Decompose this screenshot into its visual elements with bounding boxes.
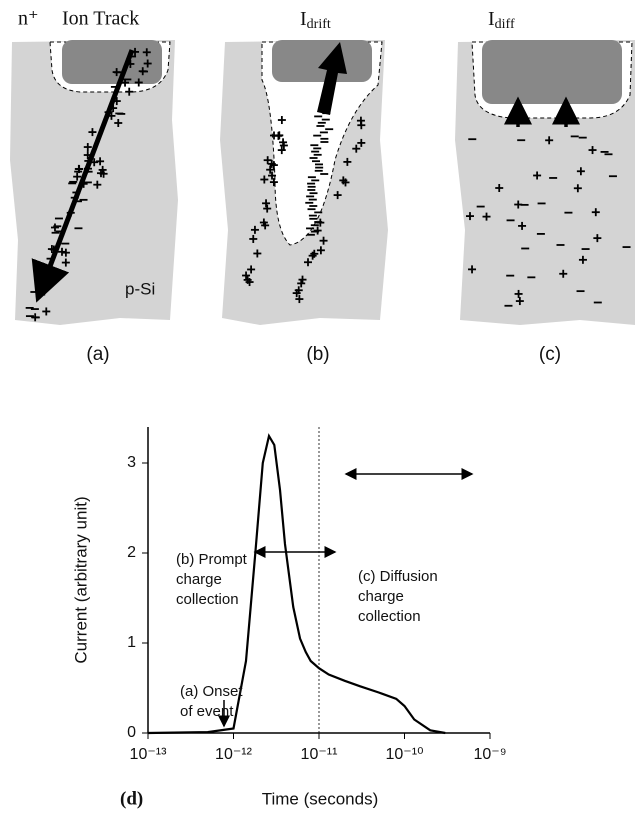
annotation: collection <box>176 591 239 608</box>
drift-arrow <box>317 42 347 115</box>
current-curve <box>147 433 446 735</box>
panel-label: (d) <box>120 788 143 809</box>
caption: (c) <box>539 344 561 365</box>
annotation: of event <box>180 703 234 720</box>
depletion-b <box>261 41 383 246</box>
x-tick-label: 10⁻¹² <box>215 746 253 763</box>
y-axis-title: Current (arbitrary unit) <box>71 496 90 663</box>
n-plus-b <box>272 40 372 82</box>
ion-track-arrow <box>31 49 135 303</box>
n-plus-c <box>482 40 622 104</box>
panel-title: Ion Track <box>62 8 139 30</box>
y-tick-label: 1 <box>127 634 136 651</box>
caption: (b) <box>306 344 329 365</box>
annotation: charge <box>176 571 222 588</box>
silicon-a <box>10 40 178 325</box>
annotation: (a) Onset <box>180 683 243 700</box>
panel-title: Idrift <box>300 8 331 33</box>
caption: (a) <box>86 344 109 365</box>
title-sub: diff <box>495 17 515 32</box>
x-axis-title: Time (seconds) <box>262 789 379 808</box>
x-tick-label: 10⁻¹⁰ <box>386 746 424 763</box>
x-tick-label: 10⁻⁹ <box>473 746 506 763</box>
region-label: p-Si <box>125 279 155 298</box>
panel-title: n⁺ <box>18 8 39 30</box>
x-tick-label: 10⁻¹³ <box>130 746 168 763</box>
annotation: (c) Diffusion <box>358 568 438 585</box>
x-tick-label: 10⁻¹¹ <box>301 746 338 763</box>
panel-title: Idiff <box>488 8 515 33</box>
annotation: charge <box>358 588 404 605</box>
annotation: collection <box>358 608 421 625</box>
y-tick-label: 3 <box>127 454 136 471</box>
chart: 0 1 2 3 10⁻¹³ 10⁻¹² 10⁻¹¹ 10⁻¹⁰ 10⁻⁹ Time (second… <box>71 427 507 809</box>
y-tick-label: 2 <box>127 544 136 561</box>
y-tick-label: 0 <box>127 724 136 741</box>
annotation: (b) Prompt <box>176 551 248 568</box>
title-sub: drift <box>307 17 331 32</box>
title-main: I <box>300 8 307 30</box>
title-main: I <box>488 8 495 30</box>
